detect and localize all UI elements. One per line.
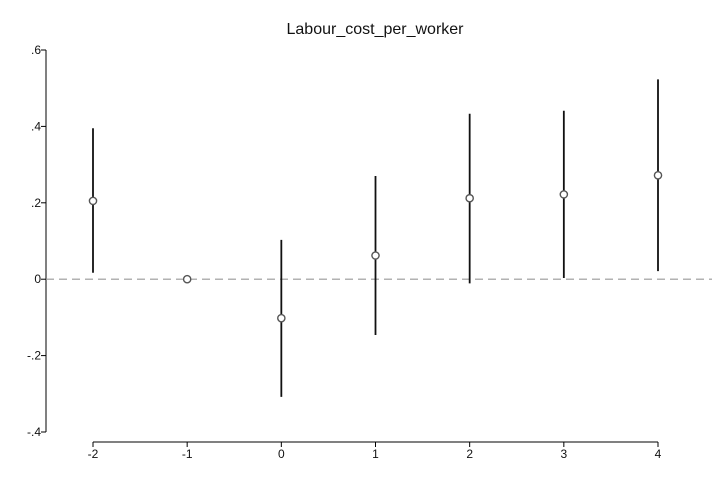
x-tick-label: 0 xyxy=(278,447,285,461)
y-tick-label: .4 xyxy=(31,119,41,133)
y-tick-label: 0 xyxy=(34,272,41,286)
point-estimate-marker xyxy=(277,313,286,323)
x-tick-label: -1 xyxy=(182,447,193,461)
point-estimate-marker xyxy=(465,193,474,203)
y-tick-label: .2 xyxy=(31,196,41,210)
chart-title: Labour_cost_per_worker xyxy=(287,21,465,38)
confidence-intervals xyxy=(92,79,659,397)
point-estimate-marker xyxy=(371,251,380,260)
x-tick-label: 3 xyxy=(560,447,567,461)
x-axis-ticks: -2 -1 0 1 2 3 4 xyxy=(88,442,662,461)
point-estimate-marker xyxy=(88,196,98,206)
y-tick-label: -.2 xyxy=(27,349,41,363)
point-estimate-marker xyxy=(653,170,663,180)
x-tick-label: 1 xyxy=(372,447,379,461)
x-tick-label: 4 xyxy=(655,447,662,461)
point-estimate-marker xyxy=(559,190,569,199)
x-tick-label: -2 xyxy=(88,447,99,461)
y-tick-label: -.4 xyxy=(27,425,41,439)
x-tick-label: 2 xyxy=(466,447,473,461)
point-estimates xyxy=(88,170,663,323)
y-axis-ticks: .6 .4 .2 0 -.2 -.4 xyxy=(27,43,46,439)
point-estimate-marker xyxy=(182,274,192,284)
y-tick-label: .6 xyxy=(31,43,41,57)
